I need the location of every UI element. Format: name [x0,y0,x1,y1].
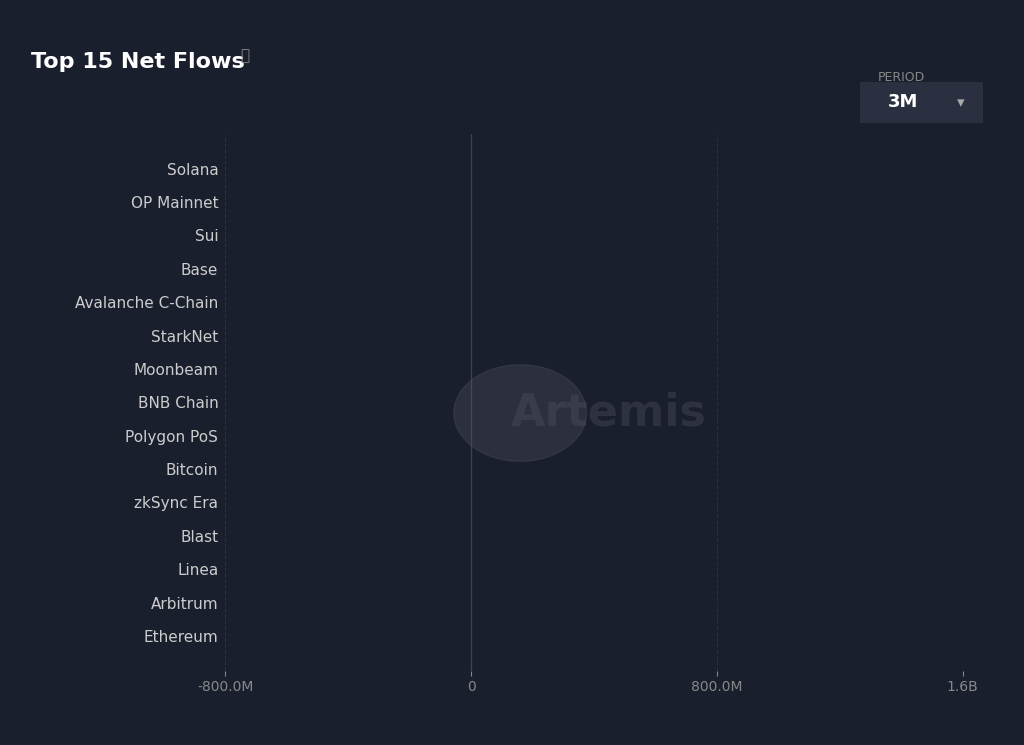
Text: 3M: 3M [888,93,919,112]
Text: Top 15 Net Flows: Top 15 Net Flows [31,52,245,72]
Text: ▾: ▾ [957,95,965,110]
Text: PERIOD: PERIOD [878,71,925,83]
Text: ⓘ: ⓘ [241,48,250,63]
Circle shape [454,365,587,461]
Text: Artemis: Artemis [511,392,707,434]
